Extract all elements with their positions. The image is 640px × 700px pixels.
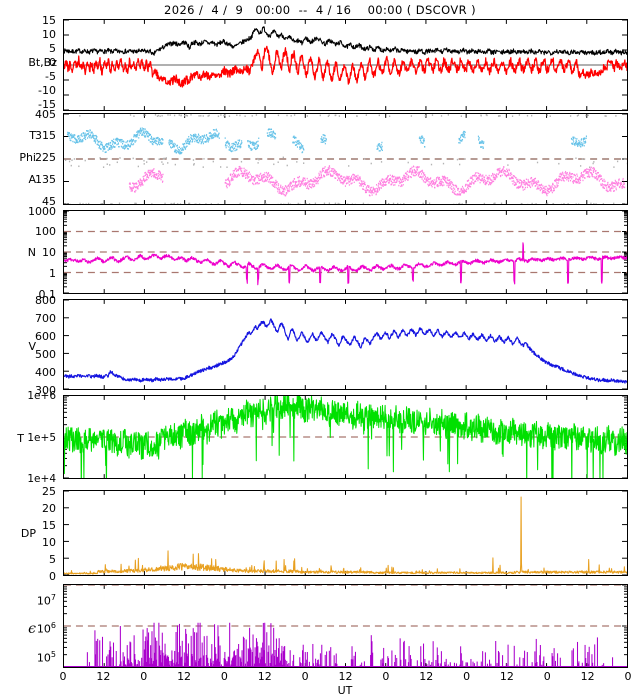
panel-dp-ylabel: DP xyxy=(20,527,36,540)
panel-phi-ytick-405: 405 xyxy=(35,108,56,121)
panel-btbz-ytick-m5: -5 xyxy=(45,70,56,83)
panel-dp-ytick-0: 0 xyxy=(49,570,56,583)
panel-btbz-ytick-10: 10 xyxy=(42,28,56,41)
panel-phi-ylabel-phi: Phi xyxy=(19,151,36,164)
panel-t-ytick-1e4: 1e+4 xyxy=(27,473,56,485)
panel-phi-ytick-45: 45 xyxy=(42,195,56,208)
x-tick-label: 12 xyxy=(257,670,272,683)
panel-dp-ytick-5: 5 xyxy=(49,553,56,566)
panel-epsilon-ylabel: ϵ xyxy=(28,621,36,637)
panel-phi-ylabel-t: T xyxy=(29,129,36,142)
panel-n-ytick-10: 10 xyxy=(42,246,56,259)
panel-epsilon-ytick-1e6: 106 xyxy=(36,621,56,636)
panel-t xyxy=(63,395,628,479)
panel-phi-ytick-315: 315 xyxy=(35,129,56,142)
panel-dp xyxy=(63,490,628,576)
x-tick-label: 12 xyxy=(580,670,595,683)
panel-btbz-ytick-m10: -10 xyxy=(38,84,56,97)
x-tick-label: 0 xyxy=(220,670,228,683)
panel-t-ytick-1e6: 1e+6 xyxy=(27,390,56,402)
x-tick-label: 12 xyxy=(338,670,353,683)
panel-btbz-ytick-5: 5 xyxy=(49,42,56,55)
panel-dp-ytick-25: 25 xyxy=(42,485,56,498)
panel-t-ytick-1e5: 1e+5 xyxy=(27,432,56,444)
x-tick-label: 0 xyxy=(382,670,390,683)
panel-n-ytick-1000: 1000 xyxy=(28,205,56,218)
panel-t-ylabel: T xyxy=(17,432,24,445)
panel-v-ylabel: V xyxy=(28,340,36,353)
panel-phi-ytick-225: 225 xyxy=(35,151,56,164)
panel-n xyxy=(63,210,628,294)
panel-phi xyxy=(63,113,628,205)
panel-btbz-ytick-m15: -15 xyxy=(38,98,56,111)
panel-n-ytick-100: 100 xyxy=(35,225,56,238)
x-tick-label: 12 xyxy=(419,670,434,683)
x-tick-label: 0 xyxy=(140,670,148,683)
panel-btbz-ytick-0: 0 xyxy=(49,56,56,69)
x-axis-label: UT xyxy=(337,684,353,697)
panel-epsilon-ytick-1e7: 107 xyxy=(36,593,56,608)
panel-v-ytick-700: 700 xyxy=(35,312,56,325)
x-tick-label: 0 xyxy=(624,670,632,683)
panel-btbz-ytick-15: 15 xyxy=(42,14,56,27)
panel-dp-ytick-15: 15 xyxy=(42,519,56,532)
panel-phi-ytick-135: 135 xyxy=(35,173,56,186)
panel-v xyxy=(63,299,628,390)
panel-btbz xyxy=(63,19,628,111)
panel-btbz-ylabel: Bt,Bz xyxy=(28,56,57,69)
figure-title: 2026 / 4 / 9 00:00 -- 4 / 16 00:00 ( DSC… xyxy=(164,3,476,17)
x-tick-label: 0 xyxy=(463,670,471,683)
x-tick-label: 12 xyxy=(177,670,192,683)
panel-n-ytick-0.1: 0.1 xyxy=(38,288,57,301)
x-tick-label: 0 xyxy=(301,670,309,683)
x-tick-label: 12 xyxy=(499,670,514,683)
panel-phi-ylabel-a: A xyxy=(28,173,36,186)
panel-v-ytick-800: 800 xyxy=(35,294,56,307)
panel-dp-ytick-20: 20 xyxy=(42,502,56,515)
panel-n-ylabel: N xyxy=(27,246,36,259)
panel-dp-ytick-10: 10 xyxy=(42,536,56,549)
x-tick-label: 0 xyxy=(543,670,551,683)
panel-epsilon xyxy=(63,584,628,668)
x-tick-label: 0 xyxy=(59,670,67,683)
panel-v-ytick-500: 500 xyxy=(35,348,56,361)
panel-v-ytick-600: 600 xyxy=(35,330,56,343)
panel-v-ytick-400: 400 xyxy=(35,366,56,379)
panel-n-ytick-1: 1 xyxy=(49,267,56,280)
panel-epsilon-ytick-1e5: 105 xyxy=(36,650,56,665)
x-tick-label: 12 xyxy=(96,670,111,683)
panel-v-ytick-300: 300 xyxy=(35,384,56,397)
